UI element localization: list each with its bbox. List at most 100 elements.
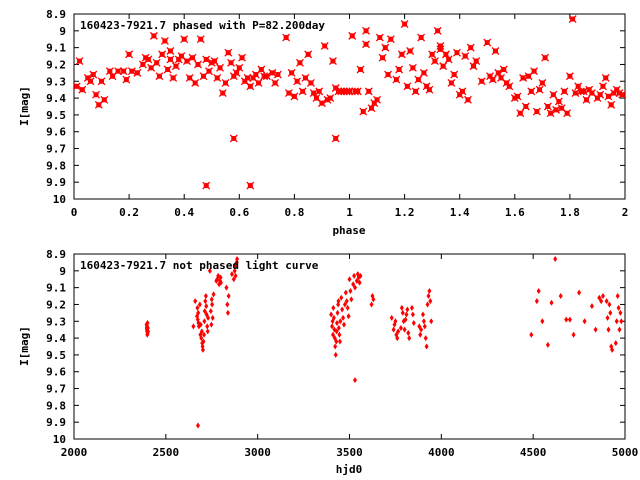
data-point (444, 55, 453, 64)
chart-title: 160423-7921.7 phased with P=82.200day (80, 19, 325, 32)
data-point (429, 318, 434, 325)
data-point (331, 304, 336, 311)
x-tick-label: 1.2 (395, 206, 415, 219)
y-tick-label: 9.3 (46, 75, 66, 88)
data-point (367, 104, 376, 113)
data-point (411, 319, 416, 326)
data-point (341, 314, 346, 321)
data-point (144, 55, 153, 64)
data-point (532, 107, 541, 116)
data-point (436, 45, 445, 54)
data-point (428, 298, 433, 305)
data-point (393, 318, 398, 325)
data-point (268, 68, 277, 77)
data-point (418, 331, 423, 338)
data-point (421, 318, 426, 325)
data-point (599, 82, 607, 91)
data-point (419, 326, 424, 333)
data-point (304, 50, 313, 59)
data-point (571, 89, 580, 98)
data-point (166, 55, 175, 64)
data-point (158, 50, 167, 59)
x-tick-label: 3000 (244, 446, 271, 459)
data-point (342, 301, 347, 308)
data-point (558, 293, 563, 300)
data-point (397, 50, 406, 59)
y-tick-label: 9.2 (46, 298, 66, 311)
x-tick-label: 3500 (336, 446, 363, 459)
data-point (346, 313, 351, 320)
y-tick-label: 8.9 (46, 8, 66, 21)
y-tick-label: 9.5 (46, 109, 66, 122)
data-point (536, 288, 541, 294)
data-point (466, 43, 475, 52)
data-point (344, 298, 349, 305)
data-point (610, 346, 615, 353)
data-point (411, 87, 420, 96)
data-point (458, 87, 467, 96)
data-point (72, 82, 81, 91)
data-point (400, 309, 405, 316)
data-point (188, 53, 197, 62)
data-point (398, 325, 403, 331)
data-point (206, 314, 211, 321)
data-point (298, 87, 307, 96)
x-tick-label: 1.4 (450, 206, 470, 219)
data-point (408, 63, 417, 72)
y-tick-label: 9.6 (46, 126, 66, 139)
data-point (207, 267, 212, 274)
data-point (339, 294, 344, 301)
data-point (375, 33, 384, 42)
data-point (246, 181, 255, 190)
data-point (349, 296, 354, 303)
y-tick-label: 10 (53, 433, 66, 446)
data-point (488, 75, 497, 84)
data-point (604, 92, 613, 101)
data-point (160, 36, 169, 45)
data-point (211, 291, 216, 298)
data-point (407, 335, 412, 342)
y-tick-label: 9.9 (46, 416, 66, 429)
data-point (406, 47, 415, 55)
data-point (605, 314, 610, 321)
data-point (238, 53, 247, 62)
x-tick-label: 4500 (520, 446, 547, 459)
y-tick-label: 9.2 (46, 58, 66, 71)
data-point (331, 84, 340, 92)
data-point (330, 323, 335, 330)
data-point (89, 70, 98, 79)
data-point (155, 72, 164, 81)
data-point (614, 318, 619, 325)
data-point (516, 109, 525, 118)
data-point (494, 68, 503, 77)
data-point (203, 293, 208, 300)
data-point (198, 321, 203, 328)
data-point (232, 68, 241, 77)
data-point (483, 38, 492, 47)
data-point (122, 75, 131, 84)
data-point (396, 328, 401, 335)
y-tick-label: 9.6 (46, 366, 66, 379)
data-point (534, 298, 539, 305)
data-point (403, 316, 408, 323)
data-point (405, 306, 410, 313)
x-tick-label: 0.2 (119, 206, 139, 219)
data-point (364, 87, 373, 96)
data-point (538, 78, 547, 87)
data-point (202, 181, 211, 190)
data-point (149, 31, 158, 40)
data-point (338, 318, 343, 325)
data-point (395, 65, 404, 74)
data-point (196, 35, 205, 44)
data-point (125, 50, 134, 59)
data-point (419, 68, 428, 77)
y-tick-label: 9.9 (46, 176, 66, 189)
data-point (195, 304, 200, 311)
data-point (213, 73, 222, 82)
data-point (145, 319, 150, 326)
data-point (420, 311, 425, 318)
x-tick-label: 2 (622, 206, 629, 219)
data-point (439, 62, 448, 71)
data-point (210, 57, 219, 66)
x-tick-label: 1.8 (560, 206, 580, 219)
